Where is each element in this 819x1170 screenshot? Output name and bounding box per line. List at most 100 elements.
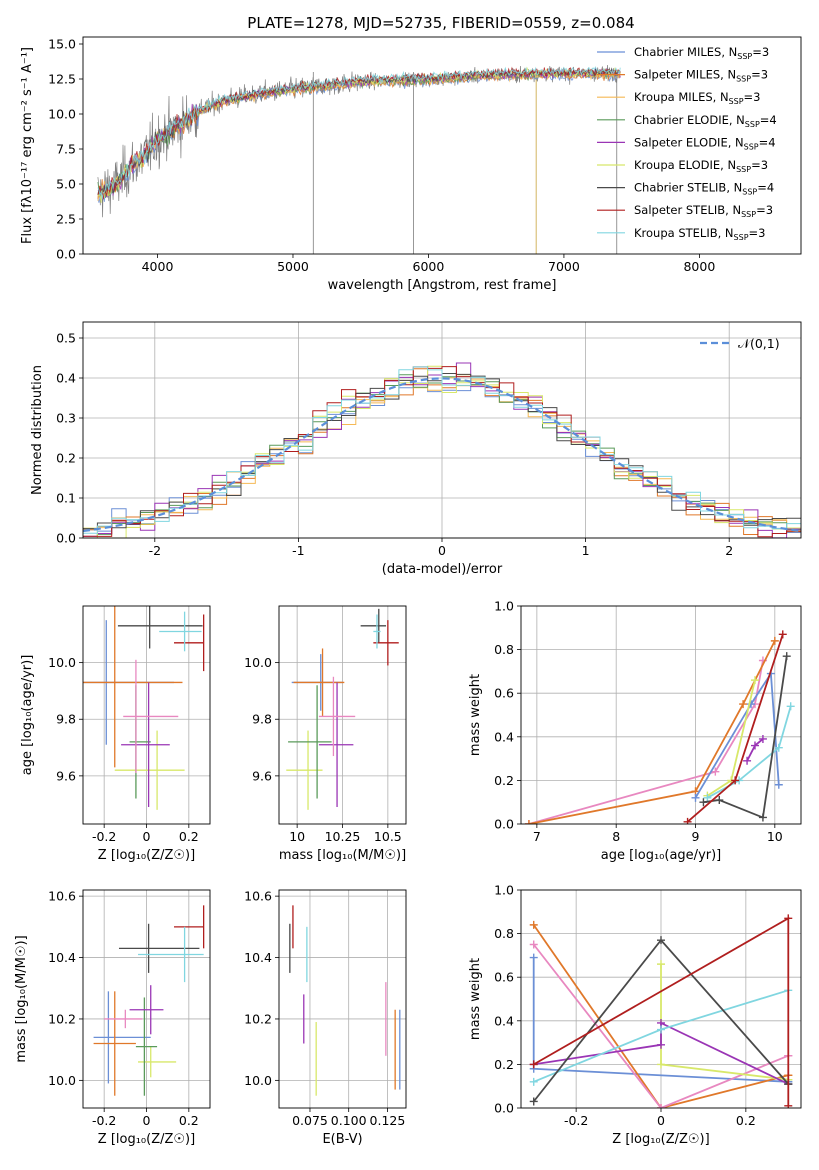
plot-area — [83, 606, 205, 810]
legend-entry: Kroupa MILES, NSSP=3 — [634, 90, 760, 106]
legend-entry: Kroupa STELIB, NSSP=3 — [634, 226, 765, 242]
y-axis-label: Normed distribution — [30, 365, 45, 495]
chart-age_vs_Z: -0.2 0 0.2 9.6 9.8 10.0 Z [log₁₀(Z/Z☉)] age [lo… — [20, 605, 211, 863]
x-tick-label: 0.075 — [292, 1113, 328, 1128]
chart-mass_vs_Z: -0.2 0 0.2 10.0 10.2 10.4 10.6 Z [log₁₀(Z/Z☉)] m… — [14, 889, 211, 1147]
data-point — [784, 1101, 793, 1108]
series-line — [694, 670, 780, 799]
x-tick-label: 7000 — [548, 259, 580, 274]
y-tick-label: 10.6 — [48, 889, 76, 904]
y-tick-label: 0.1 — [56, 491, 76, 506]
y-tick-label: 0.6 — [494, 686, 514, 701]
data-point — [747, 700, 756, 709]
data-point — [774, 743, 783, 752]
data-point — [778, 630, 787, 639]
data-point — [683, 817, 692, 824]
x-tick-label: 9 — [692, 829, 700, 844]
data-point — [524, 820, 533, 824]
y-tick-label: 10.4 — [48, 950, 76, 965]
x-tick-label: 0.2 — [179, 829, 199, 844]
chart-residuals: -2 -1 0 1 2 0.0 0.1 0.2 0.3 0.4 0.5 (data-model)/er… — [30, 321, 802, 577]
legend-entry: Salpeter STELIB, NSSP=3 — [634, 203, 773, 219]
x-tick-label: -0.2 — [92, 1113, 116, 1128]
data-point — [739, 700, 748, 709]
y-axis-label: mass [log₁₀(M/M☉)] — [14, 935, 29, 1062]
x-tick-label: 2 — [725, 543, 733, 558]
x-tick-label: 0.125 — [370, 1113, 406, 1128]
y-tick-label: 10.2 — [244, 1011, 272, 1026]
x-axis-label: Z [log₁₀(Z/Z☉)] — [98, 848, 195, 863]
x-tick-label: 8000 — [683, 259, 715, 274]
spectrum-model-line — [97, 69, 621, 199]
x-tick-label: 10.5 — [374, 829, 402, 844]
x-tick-label: 4000 — [142, 259, 174, 274]
data-point — [711, 767, 720, 776]
data-point — [743, 756, 752, 765]
y-tick-label: 10.2 — [48, 1011, 76, 1026]
axes-frame — [278, 889, 407, 1109]
plot-area — [286, 608, 399, 810]
plot-area — [524, 630, 795, 824]
spectrum-model-line — [97, 66, 621, 203]
series-line — [706, 706, 792, 799]
y-tick-label: 10.0 — [48, 655, 76, 670]
series-line — [532, 943, 789, 1108]
x-axis-label: Z [log₁₀(Z/Z☉)] — [98, 1132, 195, 1147]
normal-curve — [83, 377, 801, 533]
data-point — [758, 813, 767, 822]
data-point — [699, 798, 708, 807]
x-tick-label: 0 — [143, 1113, 151, 1128]
data-point — [529, 1060, 538, 1069]
y-tick-label: 0.2 — [494, 773, 514, 788]
y-tick-label: 15.0 — [48, 37, 76, 52]
data-point — [529, 920, 538, 929]
x-tick-label: 0.2 — [179, 1113, 199, 1128]
y-tick-label: 10.4 — [244, 950, 272, 965]
data-point — [657, 1025, 665, 1034]
axes-frame — [82, 36, 802, 255]
y-tick-label: 1.0 — [494, 599, 514, 614]
x-axis-label: (data-model)/error — [382, 562, 503, 577]
data-point — [703, 793, 712, 802]
spectrum-model-line — [97, 66, 621, 200]
x-tick-label: 0.2 — [736, 1113, 756, 1128]
axes-frame — [520, 605, 802, 825]
histogram-step — [83, 366, 801, 538]
series-line — [687, 634, 784, 823]
figure-title: PLATE=1278, MJD=52735, FIBERID=0559, z=0… — [247, 14, 634, 32]
legend-entry: Chabrier ELODIE, NSSP=4 — [634, 113, 777, 129]
plot-area — [529, 914, 793, 1108]
x-axis-label: Z [log₁₀(Z/Z☉)] — [612, 1132, 709, 1147]
spectrum-model-line — [97, 66, 621, 199]
x-tick-label: 10 — [767, 829, 783, 844]
plot-area — [93, 905, 205, 1096]
plot-area — [289, 905, 401, 1096]
legend-entry: Chabrier MILES, NSSP=3 — [634, 45, 769, 61]
chart-weight_vs_Z: -0.2 0 0.2 0.0 0.2 0.4 0.6 0.8 1.0 Z [log₁₀(Z/Z☉)… — [468, 883, 802, 1147]
y-tick-label: 0.0 — [494, 817, 514, 832]
data-point — [750, 676, 759, 685]
y-tick-label: 0.8 — [494, 926, 514, 941]
x-axis-label: wavelength [Angstrom, rest frame] — [328, 278, 557, 293]
y-tick-label: 0.4 — [56, 371, 76, 386]
y-axis-label: age [log₁₀(age/yr)] — [20, 655, 35, 776]
data-point — [529, 1097, 538, 1106]
x-tick-label: 1 — [582, 543, 590, 558]
x-tick-label: -0.2 — [92, 829, 116, 844]
legend-entry: 𝒩(0,1) — [738, 336, 780, 351]
x-tick-label: -1 — [292, 543, 304, 558]
y-tick-label: 0.0 — [56, 247, 76, 262]
data-point — [774, 780, 783, 789]
spectrum-legend: Chabrier MILES, NSSP=3 Salpeter MILES, NS… — [597, 45, 777, 242]
data-point — [691, 793, 700, 802]
y-tick-label: 5.0 — [56, 177, 76, 192]
spectrum-model-line — [97, 67, 621, 198]
y-tick-label: 7.5 — [56, 142, 76, 157]
legend-entry: Kroupa ELODIE, NSSP=3 — [634, 158, 768, 174]
data-point — [657, 960, 665, 969]
x-tick-label: 10.25 — [325, 829, 361, 844]
series-line — [532, 924, 789, 1108]
legend-entry: Salpeter ELODIE, NSSP=4 — [634, 135, 776, 151]
x-tick-label: -2 — [149, 543, 161, 558]
